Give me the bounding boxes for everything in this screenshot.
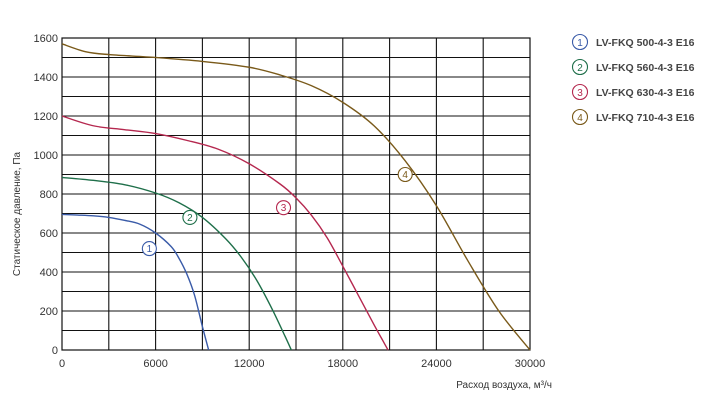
curve-marker-circle: [275, 200, 292, 216]
series-line-3: [61, 115, 389, 351]
legend-marker: [571, 33, 589, 51]
y-tick-label: 1000: [34, 150, 58, 162]
legend-item-1: 1 LV-FKQ 500-4-3 E16: [571, 33, 695, 51]
y-axis-title: Статическое давление, Па: [12, 151, 23, 276]
curve-marker-label: 1: [147, 244, 153, 255]
legend-item-3: 3 LV-FKQ 630-4-3 E16: [571, 83, 695, 101]
series-line-1: [61, 213, 210, 351]
series-line-2: [61, 176, 292, 351]
y-tick-label: 1600: [34, 33, 58, 45]
legend-item-4: 4 LV-FKQ 710-4-3 E16: [571, 108, 695, 126]
legend-label: LV-FKQ 560-4-3 E16: [596, 62, 695, 74]
curve-marker-1: 1: [141, 241, 157, 257]
legend-label: LV-FKQ 500-4-3 E16: [596, 37, 695, 49]
legend-item-2: 2 LV-FKQ 560-4-3 E16: [571, 58, 695, 76]
legend: 1 LV-FKQ 500-4-3 E16 2 LV-FKQ 560-4-3 E16 3 L…: [571, 33, 695, 126]
y-tick-label: 0: [52, 345, 58, 357]
x-tick-label: 24000: [421, 358, 452, 370]
x-tick-label: 12000: [234, 358, 265, 370]
legend-marker: [571, 58, 589, 76]
y-tick-label: 1200: [34, 111, 58, 123]
curve-marker-circle: [141, 241, 157, 257]
legend-marker: [571, 108, 589, 126]
curve-marker-circle: [397, 166, 413, 183]
curve-marker-2: 2: [182, 209, 198, 225]
x-axis-title: Расход воздуха, м³/ч: [456, 380, 552, 391]
legend-label: LV-FKQ 710-4-3 E16: [596, 112, 695, 124]
legend-marker-number: 3: [577, 88, 583, 99]
x-tick-label: 30000: [515, 358, 546, 370]
curve-marker-circle: [182, 209, 198, 225]
y-tick-label: 200: [40, 306, 58, 318]
legend-marker: [571, 83, 589, 101]
x-tick-label: 6000: [143, 358, 167, 370]
plot-frame: [61, 37, 531, 351]
grid: [62, 38, 530, 350]
y-tick-label: 800: [40, 189, 58, 201]
y-tick-label: 400: [40, 267, 58, 279]
legend-label: LV-FKQ 630-4-3 E16: [596, 87, 695, 99]
curve-markers: 1 2 3 4: [141, 166, 413, 257]
x-tick-label: 0: [59, 358, 65, 370]
curve-marker-label: 3: [281, 203, 287, 214]
curve-marker-4: 4: [397, 166, 413, 183]
x-tick-label: 18000: [328, 358, 359, 370]
y-tick-label: 1400: [34, 72, 58, 84]
axis-ticks: 0 6000 12000 18000 24000 30000 0 200 400 600 800 10…: [34, 33, 546, 370]
legend-marker-number: 4: [577, 113, 583, 124]
legend-marker-number: 2: [577, 63, 583, 74]
y-tick-label: 600: [40, 228, 58, 240]
series-line-4: [61, 43, 531, 351]
curve-marker-label: 4: [402, 170, 408, 181]
curve-marker-label: 2: [187, 213, 193, 224]
series-lines: [61, 43, 531, 351]
curve-marker-3: 3: [275, 200, 292, 216]
legend-marker-number: 1: [577, 38, 583, 49]
